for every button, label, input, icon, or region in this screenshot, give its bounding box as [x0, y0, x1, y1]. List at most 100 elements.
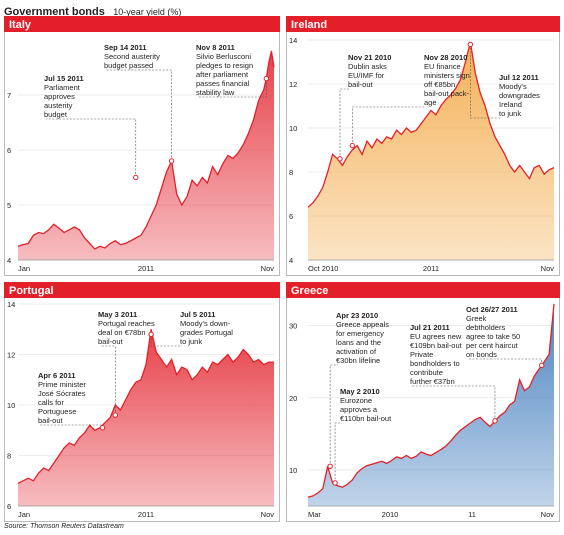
x-tick-label: Nov	[261, 264, 275, 273]
annotation-line: EU finance	[424, 62, 461, 71]
event-marker	[327, 463, 333, 470]
annotation: Jul 15 2011 Parliament approves austerity bu…	[44, 74, 84, 119]
y-tick-label: 5	[7, 201, 11, 210]
y-tick-label: 6	[7, 146, 11, 155]
annotation: May 3 2011 Portugal reaches deal on €78bn b…	[98, 310, 155, 346]
y-tick-label: 8	[289, 168, 293, 177]
event-marker	[539, 362, 545, 369]
annotation-line: EU/IMF for	[348, 71, 385, 80]
y-tick-label: 14	[7, 300, 15, 309]
annotation-date: May 2 2010	[340, 387, 380, 396]
marker-leader	[198, 78, 267, 98]
annotation-line: Ireland	[499, 100, 522, 109]
annotation-line: grades Portugal	[180, 328, 233, 337]
marker-leader	[468, 358, 542, 366]
annotation: Nov 28 2010 EU finance ministers sign off €…	[424, 53, 470, 107]
x-tick-label: Nov	[261, 510, 275, 519]
marker-leader	[339, 88, 350, 159]
y-tick-label: 10	[289, 124, 297, 133]
x-tick-label: Oct 2010	[308, 264, 338, 273]
x-tick-label: 2010	[382, 510, 399, 519]
annotation-line: EU agrees new	[410, 332, 462, 341]
y-tick-label: 10	[289, 466, 297, 475]
series-line	[17, 329, 274, 484]
annotation-line: to junk	[180, 337, 202, 346]
chart-title: Government bonds	[4, 6, 105, 18]
annotation-date: Apr 23 2010	[336, 311, 378, 320]
annotation-line: Greece appeals	[336, 320, 389, 329]
y-tick-label: 6	[289, 212, 293, 221]
annotation-line: after parliament	[196, 70, 249, 79]
event-marker	[337, 156, 343, 162]
annotation: May 2 2010 Eurozone approves a €110bn bail-…	[340, 387, 392, 423]
y-tick-label: 7	[7, 91, 11, 100]
event-marker	[133, 174, 139, 181]
event-marker	[492, 418, 498, 424]
event-marker	[332, 480, 338, 486]
y-tick-label: 4	[289, 256, 293, 265]
annotation-line: bail-out pack-	[424, 89, 470, 98]
annotation-line: Greek	[466, 314, 487, 323]
marker-leader	[40, 424, 103, 428]
annotation-line: passes financial	[196, 79, 250, 88]
chart-svg: Greece 10 20 30 Mar 2010 11 Nov Apr 23 2010 Greec…	[286, 282, 560, 522]
greece-panel: Greece 10 20 30 Mar 2010 11 Nov Apr 23 2010 Greec…	[286, 282, 560, 522]
annotation-date: Nov 8 2011	[196, 43, 235, 52]
x-tick-label: Nov	[541, 264, 555, 273]
annotation-date: Nov 21 2010	[348, 53, 391, 62]
annotation-line: Second austerity	[104, 52, 160, 61]
annotation-line: deal on €78bn	[98, 328, 146, 337]
marker-leader	[334, 422, 342, 483]
chart-svg: Italy 4 5 6 7 Jan 2011 Nov Jul 15 2011 Parliament…	[4, 16, 280, 276]
y-tick-label: 10	[7, 401, 15, 410]
marker-leader	[46, 118, 137, 178]
x-tick-label: 2011	[138, 264, 154, 273]
annotation-line: per cent haircut	[466, 341, 519, 350]
annotation-date: Sep 14 2011	[104, 43, 147, 52]
x-tick-label: 11	[468, 510, 476, 519]
annotation: Jul 21 2011 EU agrees new €109bn bail-out P…	[410, 323, 463, 386]
panel-title: Ireland	[291, 19, 327, 31]
annotation-date: Jul 21 2011	[410, 323, 450, 332]
x-tick-label: Nov	[541, 510, 555, 519]
x-tick-label: Mar	[308, 510, 321, 519]
y-tick-label: 12	[289, 80, 297, 89]
annotation: Apr 23 2010 Greece appeals for emergency lo…	[336, 311, 389, 365]
annotation-line: Silvio Berlusconi	[196, 52, 251, 61]
y-tick-label: 20	[289, 394, 297, 403]
y-tick-label: 30	[289, 322, 297, 331]
annotation: Sep 14 2011 Second austerity budget passed	[104, 43, 160, 70]
annotation-line: debtholders	[466, 323, 505, 332]
source-note: Source: Thomson Reuters Datastream	[4, 523, 124, 530]
x-tick-label: Jan	[18, 510, 30, 519]
annotation-line: Portuguese	[38, 407, 76, 416]
annotation-line: on bonds	[466, 350, 497, 359]
title-banner	[4, 16, 280, 32]
annotation-date: Jul 5 2011	[180, 310, 215, 319]
y-tick-label: 12	[7, 351, 15, 360]
event-marker	[467, 41, 474, 48]
annotation-line: bail-out	[98, 337, 124, 346]
annotation-line: for emergency	[336, 329, 384, 338]
event-marker	[349, 142, 355, 149]
annotation-line: activation of	[336, 347, 377, 356]
annotation-line: Moody's down-	[180, 319, 231, 328]
annotation-line: calls for	[38, 398, 64, 407]
annotation-date: Jul 12 2011	[499, 73, 539, 82]
annotation-line: Portugal reaches	[98, 319, 155, 328]
y-tick-label: 14	[289, 36, 297, 45]
annotation: Oct 26/27 2011 Greek debtholders agree to t…	[466, 305, 520, 359]
series-line	[307, 303, 555, 498]
x-tick-label: 2011	[138, 510, 154, 519]
panel-title: Portugal	[9, 285, 54, 297]
marker-leader	[106, 69, 172, 161]
marker-leader	[351, 106, 426, 146]
annotation-line: Private	[410, 350, 433, 359]
event-marker	[263, 75, 270, 82]
annotation-line: Dublin asks	[348, 62, 387, 71]
annotation-line: budget	[44, 110, 68, 119]
event-marker	[99, 425, 106, 431]
annotation-date: Oct 26/27 2011	[466, 305, 518, 314]
panel-title: Greece	[291, 285, 328, 297]
annotation-line: José Sócrates	[38, 389, 86, 398]
